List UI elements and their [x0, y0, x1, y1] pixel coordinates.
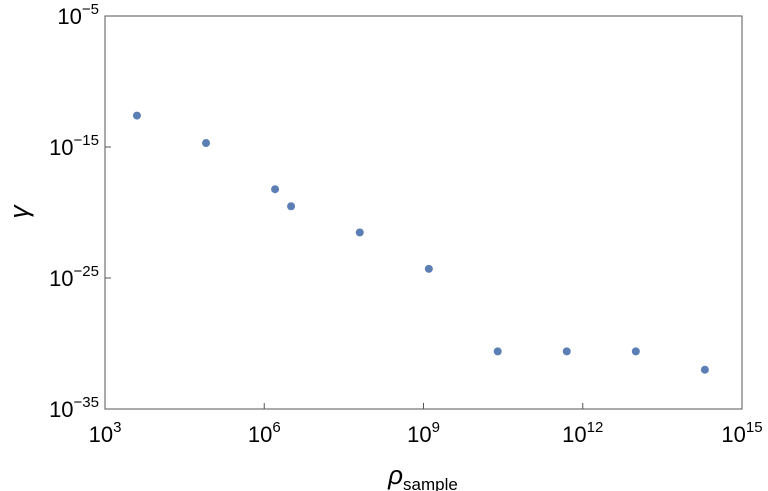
data-point: [631, 347, 640, 356]
y-tick-label: 10−5: [57, 1, 99, 29]
x-tick-label: 109: [407, 419, 440, 447]
data-point: [493, 347, 502, 356]
data-point: [271, 185, 280, 194]
x-axis-ticks: 103 106 109 1012 1015: [89, 403, 763, 447]
x-tick-label: 1015: [721, 419, 762, 447]
y-tick-label: 10−35: [49, 394, 99, 422]
x-tick-label: 1012: [562, 419, 603, 447]
data-point: [700, 365, 709, 374]
y-tick-label: 10−25: [49, 263, 99, 291]
x-axis-title: ρsample: [387, 460, 458, 491]
y-axis-title: γ: [4, 204, 34, 219]
data-point: [355, 228, 364, 237]
y-axis-ticks: 10−35 10−25 10−15 10−5: [49, 1, 111, 422]
y-tick-label: 10−15: [49, 132, 99, 160]
x-tick-label: 106: [248, 419, 281, 447]
data-points: [132, 111, 709, 374]
data-point: [562, 347, 571, 356]
data-point: [287, 202, 296, 211]
plot-frame: [104, 15, 743, 410]
data-point: [202, 139, 211, 148]
x-tick-label: 103: [89, 419, 122, 447]
data-point: [132, 111, 141, 120]
data-point: [424, 264, 433, 273]
